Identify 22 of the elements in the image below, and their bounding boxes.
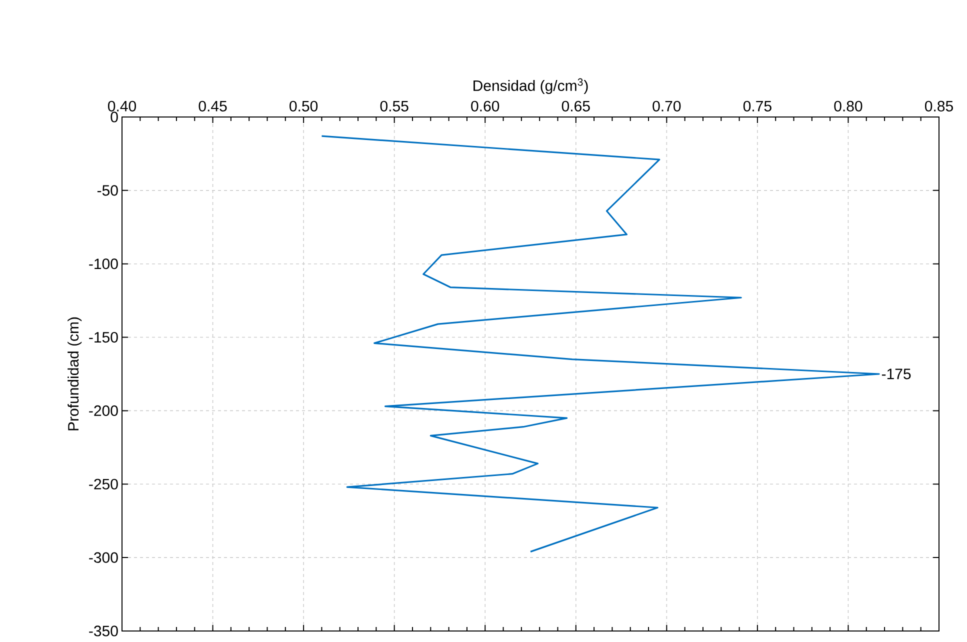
x-tick-label: 0.70	[652, 100, 681, 112]
x-tick-label: 0.85	[924, 100, 953, 112]
y-tick-label: -150	[89, 332, 118, 343]
line-series	[320, 135, 880, 552]
x-tick-label: 0.50	[290, 100, 318, 112]
y-tick-label: 0	[110, 112, 118, 122]
y-tick-label: -200	[89, 405, 118, 416]
x-axis-title: Densidad (g/cm$^{3}$)	[474, 78, 588, 94]
x-tick-label: 0.65	[562, 100, 590, 112]
x-tick-label: 0.40	[108, 100, 136, 112]
y-tick-label: -50	[97, 185, 118, 196]
x-tick-label: 0.45	[198, 100, 227, 112]
y-tick-label: -350	[89, 626, 118, 636]
x-tick-label: 0.75	[743, 100, 772, 112]
y-axis-title: Profundidad (cm)	[68, 317, 82, 430]
x-tick-label: 0.60	[471, 100, 500, 112]
y-tick-label: -250	[89, 478, 118, 490]
y-tick-label: -100	[89, 258, 118, 270]
x-tick-label: 0.80	[834, 100, 862, 112]
y-tick-label: -300	[89, 552, 118, 563]
data-label: -175	[882, 368, 911, 380]
x-tick-label: 0.55	[380, 100, 408, 112]
